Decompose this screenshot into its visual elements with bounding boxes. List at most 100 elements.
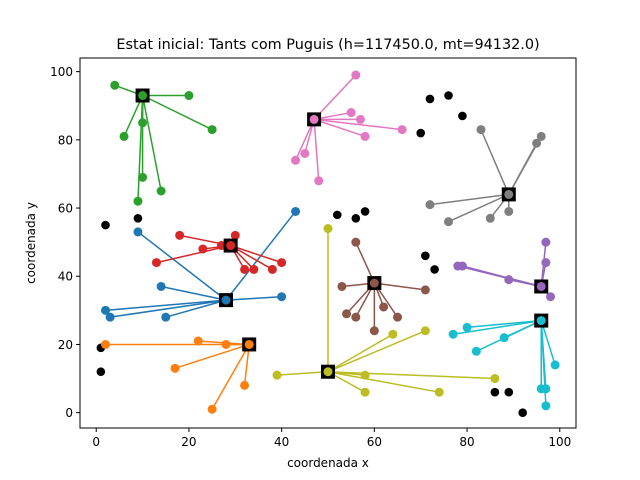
group-5-point	[369, 326, 379, 336]
group-3-center-point	[221, 295, 231, 305]
x-tick-label: 100	[548, 435, 571, 449]
group-0-route-line	[137, 95, 144, 202]
unassigned-point	[351, 213, 361, 223]
unassigned-point	[101, 220, 110, 230]
y-tick-label: 80	[58, 133, 73, 147]
group-8-route-line	[327, 370, 495, 380]
group-9-point	[471, 346, 481, 356]
group-1-route-line	[314, 118, 403, 131]
group-9-route-line	[540, 320, 556, 366]
group-4-point	[249, 264, 259, 274]
group-5-point	[379, 302, 389, 312]
group-3-point	[291, 206, 301, 216]
group-3-point	[161, 312, 171, 322]
x-tick-label: 60	[367, 435, 382, 449]
group-1-point	[397, 125, 407, 135]
group-7-point	[240, 380, 250, 390]
group-8-center-point	[323, 367, 333, 377]
group-5-point	[351, 312, 361, 322]
unassigned-point	[421, 251, 430, 261]
group-5-point	[337, 281, 347, 291]
group-2-route-line	[480, 129, 510, 195]
group-3-route-line	[137, 231, 227, 301]
group-8-point	[490, 374, 500, 384]
x-tick-label: 80	[459, 435, 474, 449]
plot-layer	[96, 70, 560, 417]
y-tick-label: 100	[50, 65, 73, 79]
group-5-center-point	[369, 278, 379, 288]
group-7-center-point	[244, 339, 254, 349]
x-tick-label: 0	[92, 435, 100, 449]
y-axis-label: coordenada y	[24, 202, 38, 284]
group-2-point	[444, 217, 454, 227]
unassigned-point	[458, 111, 467, 121]
group-6-center-point	[536, 281, 546, 291]
group-3-point	[133, 227, 143, 237]
group-7-point	[170, 363, 180, 373]
group-4-center-point	[226, 241, 236, 251]
group-8-point	[434, 387, 444, 397]
group-9-route-line	[453, 319, 542, 335]
group-4-point	[277, 258, 287, 268]
group-7-point	[193, 336, 203, 346]
group-8-route-line	[327, 330, 426, 373]
y-tick-label: 20	[58, 338, 73, 352]
group-0-point	[110, 80, 120, 90]
group-8-point	[272, 370, 282, 380]
unassigned-point	[133, 213, 143, 223]
group-8-point	[360, 387, 370, 397]
group-4-point	[175, 230, 185, 240]
group-1-point	[360, 131, 370, 141]
group-1-point	[346, 108, 356, 118]
axes-frame	[79, 57, 577, 429]
group-3-route-line	[165, 299, 227, 318]
group-2-route-line	[429, 193, 509, 206]
group-2-point	[485, 213, 495, 223]
group-3-route-line	[110, 299, 227, 318]
group-1-point	[300, 148, 310, 158]
group-4-point	[267, 264, 277, 274]
group-9-point	[448, 329, 458, 339]
unassigned-point	[504, 387, 514, 397]
group-6-point	[541, 237, 551, 247]
group-4-point	[240, 264, 250, 274]
group-9-point	[541, 384, 551, 394]
group-4-point	[151, 258, 161, 268]
group-7-point	[100, 339, 110, 349]
group-0-route-line	[142, 94, 213, 131]
group-1-route-line	[313, 74, 357, 120]
group-2-route-line	[508, 142, 538, 195]
group-2-center-point	[504, 189, 514, 199]
group-5-point	[342, 309, 352, 319]
unassigned-point	[490, 387, 500, 397]
y-tick-label: 60	[58, 202, 73, 216]
group-9-point	[499, 333, 509, 343]
unassigned-point	[360, 207, 370, 216]
ticks-layer: 0 20 40 60 80 100 0 20 40 60 80 100	[50, 65, 571, 449]
group-3-point	[156, 281, 166, 291]
group-5-point	[351, 237, 361, 247]
group-7-route-line	[174, 343, 250, 370]
group-2-point	[476, 125, 486, 135]
unassigned-point	[444, 91, 453, 100]
unassigned-point	[96, 367, 106, 377]
group-1-point	[291, 155, 301, 165]
group-1-point	[351, 70, 361, 80]
group-0-center-point	[138, 91, 148, 101]
group-4-route-line	[230, 244, 282, 264]
group-2-point	[532, 138, 542, 148]
y-tick-label: 0	[65, 406, 73, 420]
group-3-point	[100, 305, 110, 315]
unassigned-point	[332, 210, 342, 220]
group-3-point	[277, 292, 287, 302]
group-0-point	[156, 186, 166, 196]
group-4-point	[230, 230, 240, 240]
unassigned-point	[425, 94, 435, 104]
unassigned-point	[416, 128, 426, 138]
group-2-route-line	[448, 193, 510, 223]
group-0-point	[184, 91, 194, 101]
unassigned-point	[518, 408, 527, 417]
